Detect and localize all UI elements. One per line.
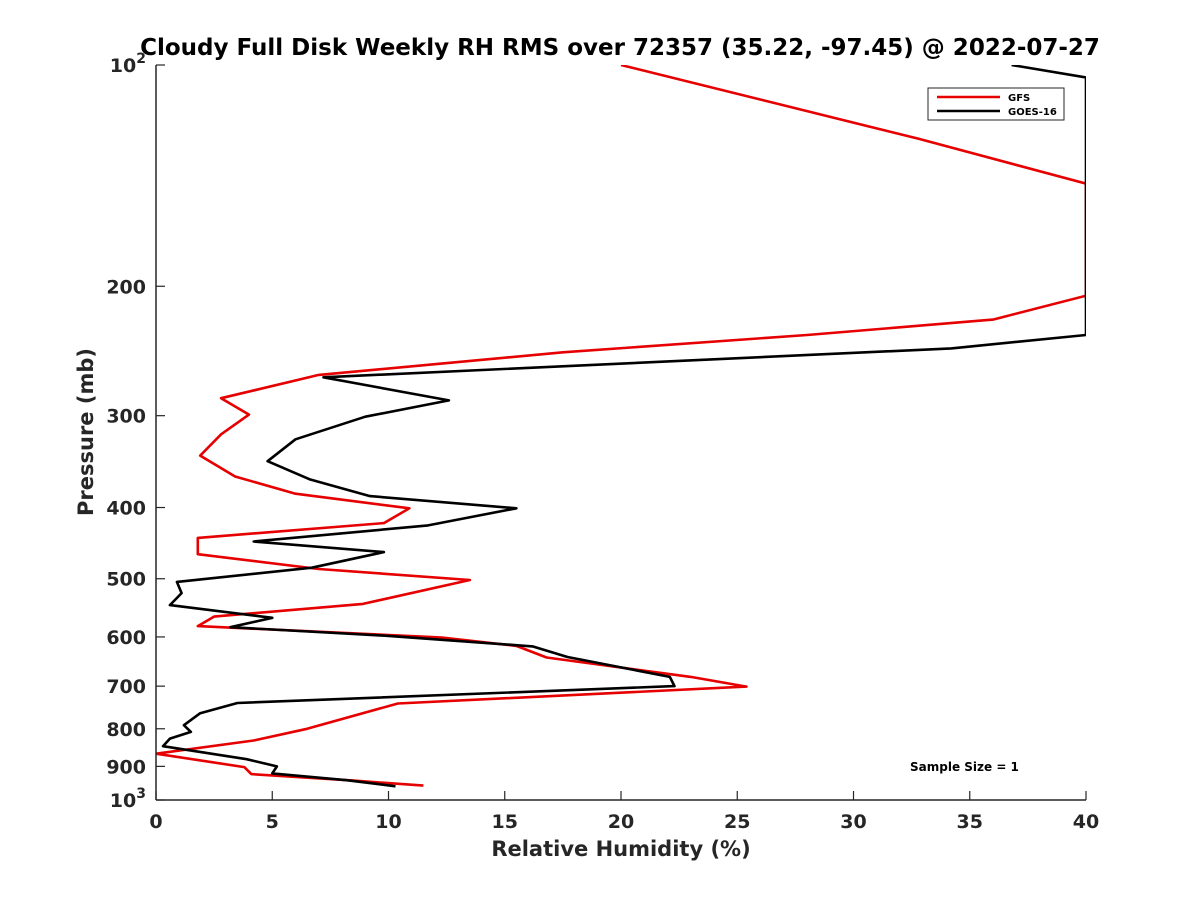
- legend: GFS GOES-16: [927, 87, 1065, 121]
- y-axis-label: Pressure (mb): [74, 348, 98, 516]
- x-tick-label: 35: [957, 811, 983, 833]
- y-tick-label: 900: [106, 756, 146, 778]
- legend-label-goes16: GOES-16: [1008, 107, 1057, 118]
- y-tick-label: 800: [106, 719, 146, 741]
- y-tick-label: 700: [106, 676, 146, 698]
- series-line-goes16: [161, 65, 1086, 788]
- y-tick-label: 600: [106, 627, 146, 649]
- x-tick-label: 0: [149, 811, 162, 833]
- x-tick-label: 10: [375, 811, 401, 833]
- x-axis-ticks: 0 5 10 15 20 25 30 35 40: [149, 791, 1099, 833]
- x-axis-label: Relative Humidity (%): [491, 837, 750, 861]
- x-tick-label: 25: [724, 811, 750, 833]
- y-tick-label: 300: [106, 406, 146, 428]
- series-layer: [156, 65, 1086, 788]
- y-axis-ticks: 102 200 300 400 500 600 700 800 900 103: [106, 51, 165, 812]
- y-tick-label: 500: [106, 569, 146, 591]
- series-line-gfs: [156, 65, 1086, 787]
- sample-size-annotation: Sample Size = 1: [910, 760, 1019, 774]
- chart-title: Cloudy Full Disk Weekly RH RMS over 7235…: [140, 35, 1100, 61]
- y-tick-label: 400: [106, 498, 146, 520]
- plot-area: 0 5 10 15 20 25 30 35 40 102 200 300 400 500 600 700 80…: [106, 51, 1099, 833]
- x-tick-label: 20: [608, 811, 634, 833]
- legend-box: [927, 87, 1065, 121]
- y-tick-label: 103: [110, 786, 146, 812]
- plot-background: [156, 65, 1086, 800]
- y-tick-label: 102: [110, 51, 146, 77]
- x-tick-label: 5: [266, 811, 279, 833]
- x-tick-label: 15: [492, 811, 518, 833]
- y-tick-label: 200: [106, 276, 146, 298]
- x-tick-label: 30: [840, 811, 866, 833]
- legend-label-gfs: GFS: [1008, 93, 1030, 104]
- x-tick-label: 40: [1073, 811, 1099, 833]
